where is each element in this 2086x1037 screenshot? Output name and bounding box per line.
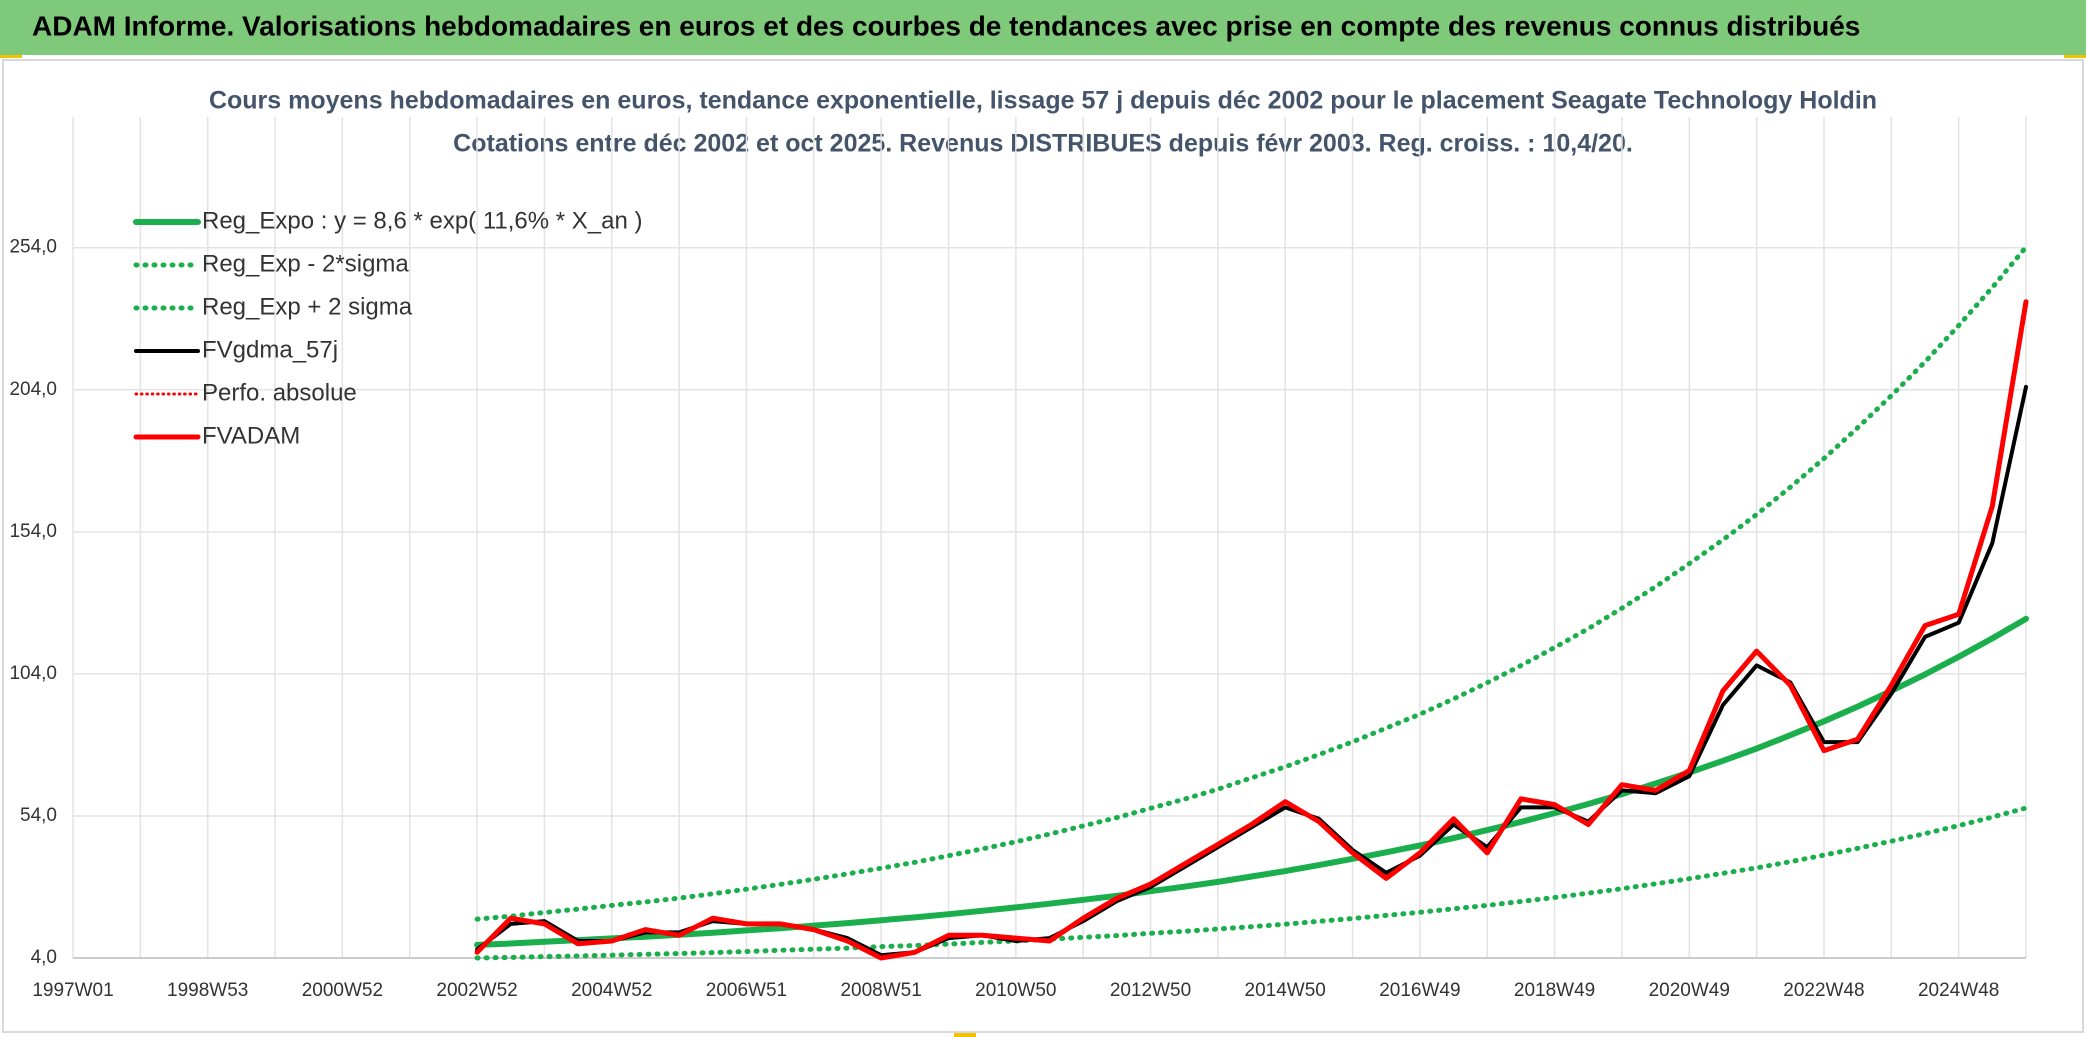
x-tick-label: 2014W50 xyxy=(1245,980,1326,1001)
legend-label: Reg_Expo : y = 8,6 * exp( 11,6% * X_an ) xyxy=(202,207,642,234)
y-tick-label: 4,0 xyxy=(31,947,57,968)
chart-title: Cours moyens hebdomadaires en euros, ten… xyxy=(209,87,1877,115)
legend-label: FVADAM xyxy=(202,422,300,449)
x-tick-label: 2000W52 xyxy=(302,980,383,1001)
x-tick-label: 2010W50 xyxy=(975,980,1056,1001)
x-tick-label: 2020W49 xyxy=(1649,980,1730,1001)
chart-border xyxy=(2,59,2084,1033)
x-tick-label: 2022W48 xyxy=(1783,980,1864,1001)
y-tick-label: 254,0 xyxy=(9,237,57,258)
x-tick-label: 2002W52 xyxy=(436,980,517,1001)
x-tick-label: 2004W52 xyxy=(571,980,652,1001)
y-tick-label: 204,0 xyxy=(9,379,57,400)
corner xyxy=(954,1031,976,1037)
series-line xyxy=(474,615,2029,948)
y-tick-label: 54,0 xyxy=(20,805,57,826)
x-tick-label: 2012W50 xyxy=(1110,980,1191,1001)
legend-label: Reg_Exp - 2*sigma xyxy=(202,250,409,277)
x-tick-label: 1998W53 xyxy=(167,980,248,1001)
y-tick-label: 104,0 xyxy=(9,663,57,684)
series-line xyxy=(474,244,2029,922)
series-line xyxy=(474,805,2029,961)
y-tick-label: 154,0 xyxy=(9,521,57,542)
x-tick-label: 2016W49 xyxy=(1379,980,1460,1001)
x-tick-label: 2024W48 xyxy=(1918,980,1999,1001)
x-tick-label: 1997W01 xyxy=(32,980,113,1001)
x-tick-label: 2018W49 xyxy=(1514,980,1595,1001)
series-line xyxy=(474,299,2029,961)
legend-label: Reg_Exp + 2 sigma xyxy=(202,293,413,320)
header-title: ADAM Informe. Valorisations hebdomadaire… xyxy=(32,10,1860,41)
legend-label: Perfo. absolue xyxy=(202,379,357,406)
header-bar xyxy=(0,0,2086,55)
legend-label: FVgdma_57j xyxy=(202,336,338,363)
x-tick-label: 2008W51 xyxy=(840,980,921,1001)
x-tick-label: 2006W51 xyxy=(706,980,787,1001)
chart-subtitle: Cotations entre déc 2002 et oct 2025. Re… xyxy=(453,130,1633,158)
